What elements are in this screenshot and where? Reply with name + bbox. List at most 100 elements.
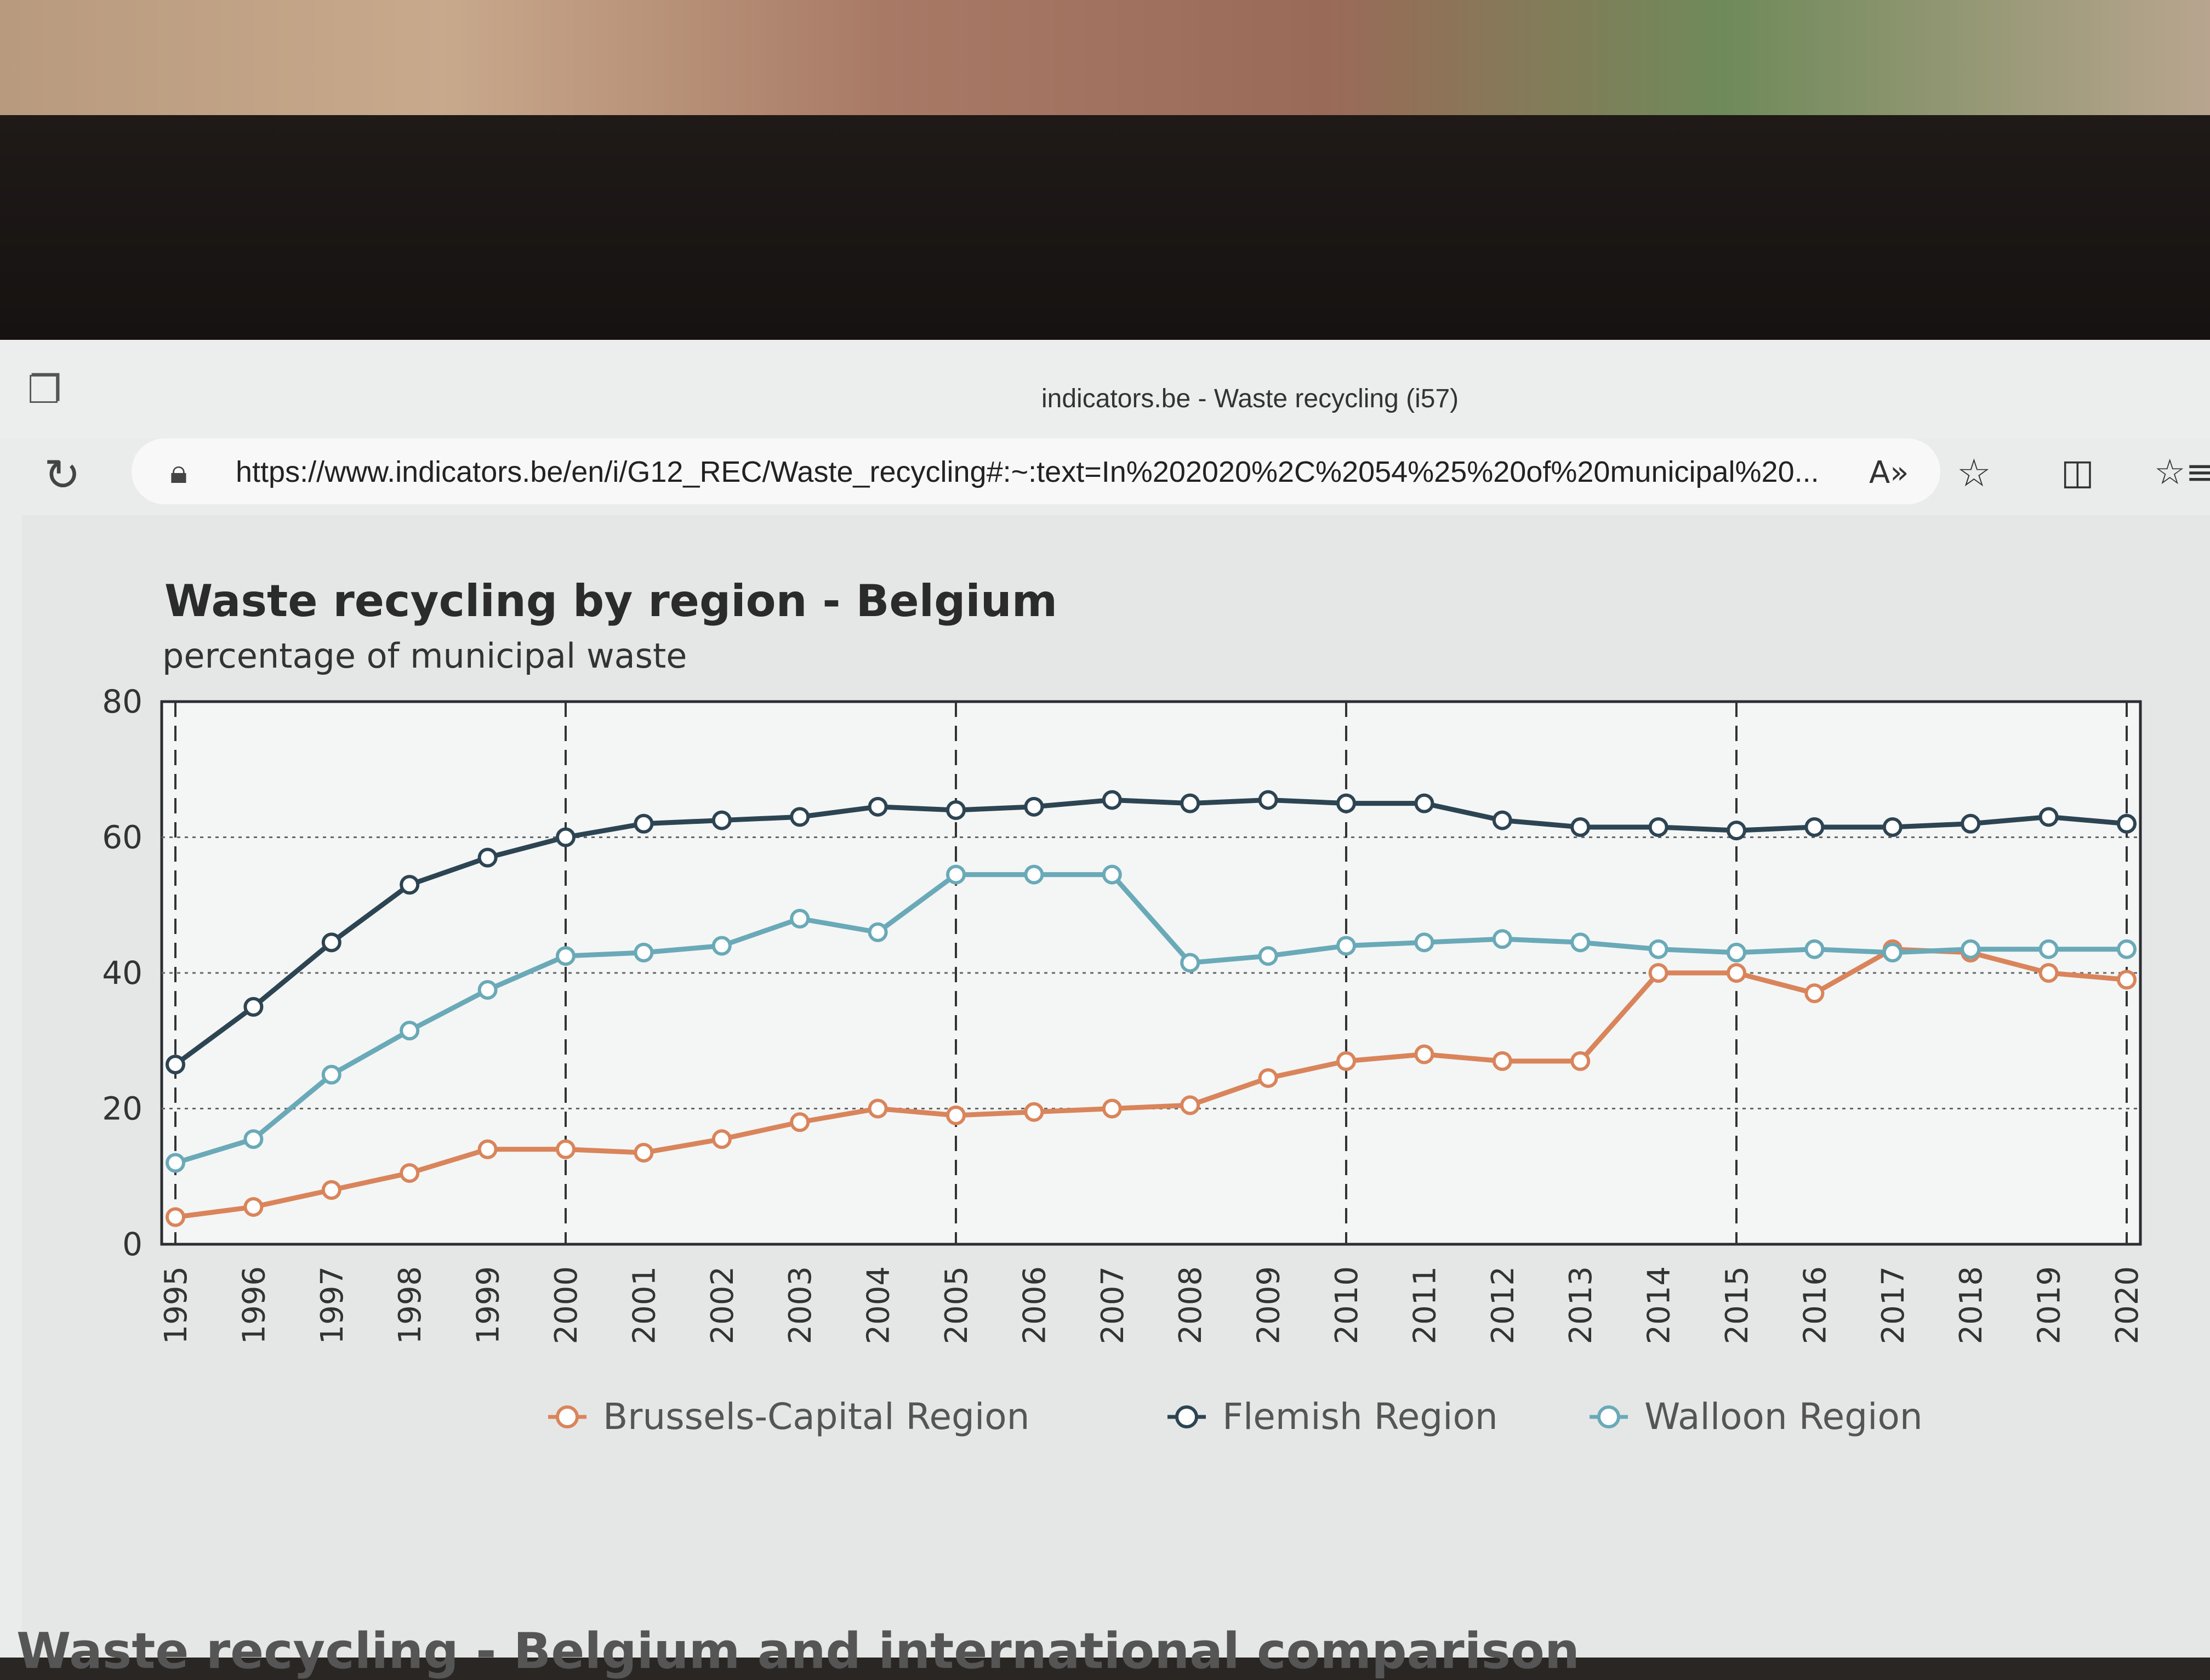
data-point xyxy=(166,1153,185,1173)
data-point xyxy=(1180,953,1200,973)
data-point xyxy=(711,1129,732,1149)
legend-label: Brussels-Capital Region xyxy=(603,1396,1030,1438)
data-point xyxy=(1727,963,1746,983)
data-point xyxy=(634,942,654,963)
data-point xyxy=(1570,817,1591,837)
data-point xyxy=(556,1139,576,1159)
data-point xyxy=(1180,1095,1200,1115)
data-point xyxy=(1570,1051,1591,1071)
y-tick-label: 60 xyxy=(102,819,143,856)
legend-marker xyxy=(1597,1405,1620,1428)
series-line xyxy=(174,872,2127,1165)
data-point xyxy=(1727,821,1746,841)
data-point xyxy=(1258,946,1278,966)
x-tick-label: 2013 xyxy=(1563,1266,1599,1345)
x-tick-label: 2004 xyxy=(861,1266,897,1345)
data-point xyxy=(1804,939,1825,959)
x-tick-label: 2009 xyxy=(1251,1266,1287,1345)
monitor-bezel xyxy=(0,115,2210,345)
window-title: indicators.be - Waste recycling (i57) xyxy=(1041,384,1459,413)
data-point xyxy=(1258,1068,1278,1088)
x-tick-label: 2006 xyxy=(1017,1266,1052,1345)
data-point xyxy=(1414,932,1434,953)
data-point xyxy=(321,932,341,953)
data-point xyxy=(1882,817,1903,837)
section-heading: Waste recycling - Belgium and internatio… xyxy=(16,1622,1580,1680)
data-point xyxy=(1882,942,1903,963)
x-tick-label: 2014 xyxy=(1642,1266,1677,1345)
data-point xyxy=(243,1197,264,1217)
data-point xyxy=(2038,807,2059,827)
y-tick-label: 80 xyxy=(102,683,143,720)
favorites-icon[interactable]: ☆≡ xyxy=(2154,452,2210,493)
data-point xyxy=(2117,939,2137,959)
data-point xyxy=(1804,983,1825,1004)
data-point xyxy=(1492,810,1512,830)
y-tick-label: 40 xyxy=(102,954,143,992)
data-point xyxy=(711,810,732,830)
data-point xyxy=(1492,1051,1512,1071)
x-tick-label: 2019 xyxy=(2032,1266,2067,1345)
x-tick-label: 2012 xyxy=(1485,1266,1521,1345)
data-point xyxy=(1727,942,1746,963)
data-point xyxy=(790,1112,810,1132)
data-point xyxy=(166,1207,185,1227)
data-point xyxy=(243,996,264,1017)
data-point xyxy=(556,827,576,847)
address-bar[interactable]: 🔒︎ https://www.indicators.be/en/i/G12_RE… xyxy=(132,438,1991,504)
data-point xyxy=(1414,793,1434,813)
data-point xyxy=(400,1021,420,1041)
data-point xyxy=(1804,817,1825,837)
data-point xyxy=(477,1139,498,1159)
y-tick-label: 0 xyxy=(122,1226,143,1263)
chart-subtitle: percentage of municipal waste xyxy=(162,636,687,676)
x-tick-label: 2005 xyxy=(939,1266,975,1345)
url-text[interactable]: https://www.indicators.be/en/i/G12_REC/W… xyxy=(236,455,1819,488)
x-tick-label: 1999 xyxy=(471,1266,506,1345)
data-point xyxy=(1414,1044,1434,1064)
data-point xyxy=(2038,963,2059,983)
data-point xyxy=(2117,813,2137,834)
data-point xyxy=(2117,970,2137,990)
data-point xyxy=(1492,929,1512,949)
data-point xyxy=(1102,864,1122,885)
favorite-star-icon[interactable]: ☆ xyxy=(1957,451,1991,496)
legend-marker xyxy=(1175,1405,1198,1428)
split-screen-icon[interactable]: ◫ xyxy=(2061,452,2094,493)
legend-label: Walloon Region xyxy=(1644,1396,1923,1438)
data-point xyxy=(1258,790,1278,810)
data-point xyxy=(1648,817,1668,837)
data-point xyxy=(1336,793,1356,813)
reload-icon[interactable]: ↻ xyxy=(44,449,81,500)
lock-icon[interactable]: 🔒︎ xyxy=(170,453,187,491)
x-tick-label: 1996 xyxy=(236,1266,272,1345)
x-tick-label: 2016 xyxy=(1797,1266,1833,1345)
data-point xyxy=(946,800,966,820)
x-tick-label: 2000 xyxy=(549,1266,584,1345)
data-point xyxy=(634,813,654,834)
data-point xyxy=(2038,939,2059,959)
read-aloud-icon[interactable]: A» xyxy=(1869,455,1909,491)
data-point xyxy=(1024,796,1044,817)
data-point xyxy=(1336,936,1356,956)
data-point xyxy=(1024,864,1044,885)
data-point xyxy=(790,807,810,827)
data-point xyxy=(1570,932,1591,953)
x-tick-label: 2010 xyxy=(1329,1266,1365,1345)
data-point xyxy=(946,1105,966,1125)
x-tick-label: 2008 xyxy=(1173,1266,1209,1345)
title-bar: ❐ indicators.be - Waste recycling (i57) xyxy=(0,340,2210,438)
data-point xyxy=(634,1142,654,1163)
data-point xyxy=(166,1055,185,1075)
x-tick-label: 1995 xyxy=(158,1266,194,1345)
series-line xyxy=(175,947,2127,1220)
data-point xyxy=(1102,1098,1122,1119)
data-point xyxy=(946,864,966,885)
series-line xyxy=(174,797,2127,1067)
data-point xyxy=(1648,963,1668,983)
data-point xyxy=(868,796,888,817)
tabs-icon[interactable]: ❐ xyxy=(27,367,62,412)
data-point xyxy=(321,1064,341,1085)
legend-marker xyxy=(556,1405,579,1428)
data-point xyxy=(868,1098,888,1119)
